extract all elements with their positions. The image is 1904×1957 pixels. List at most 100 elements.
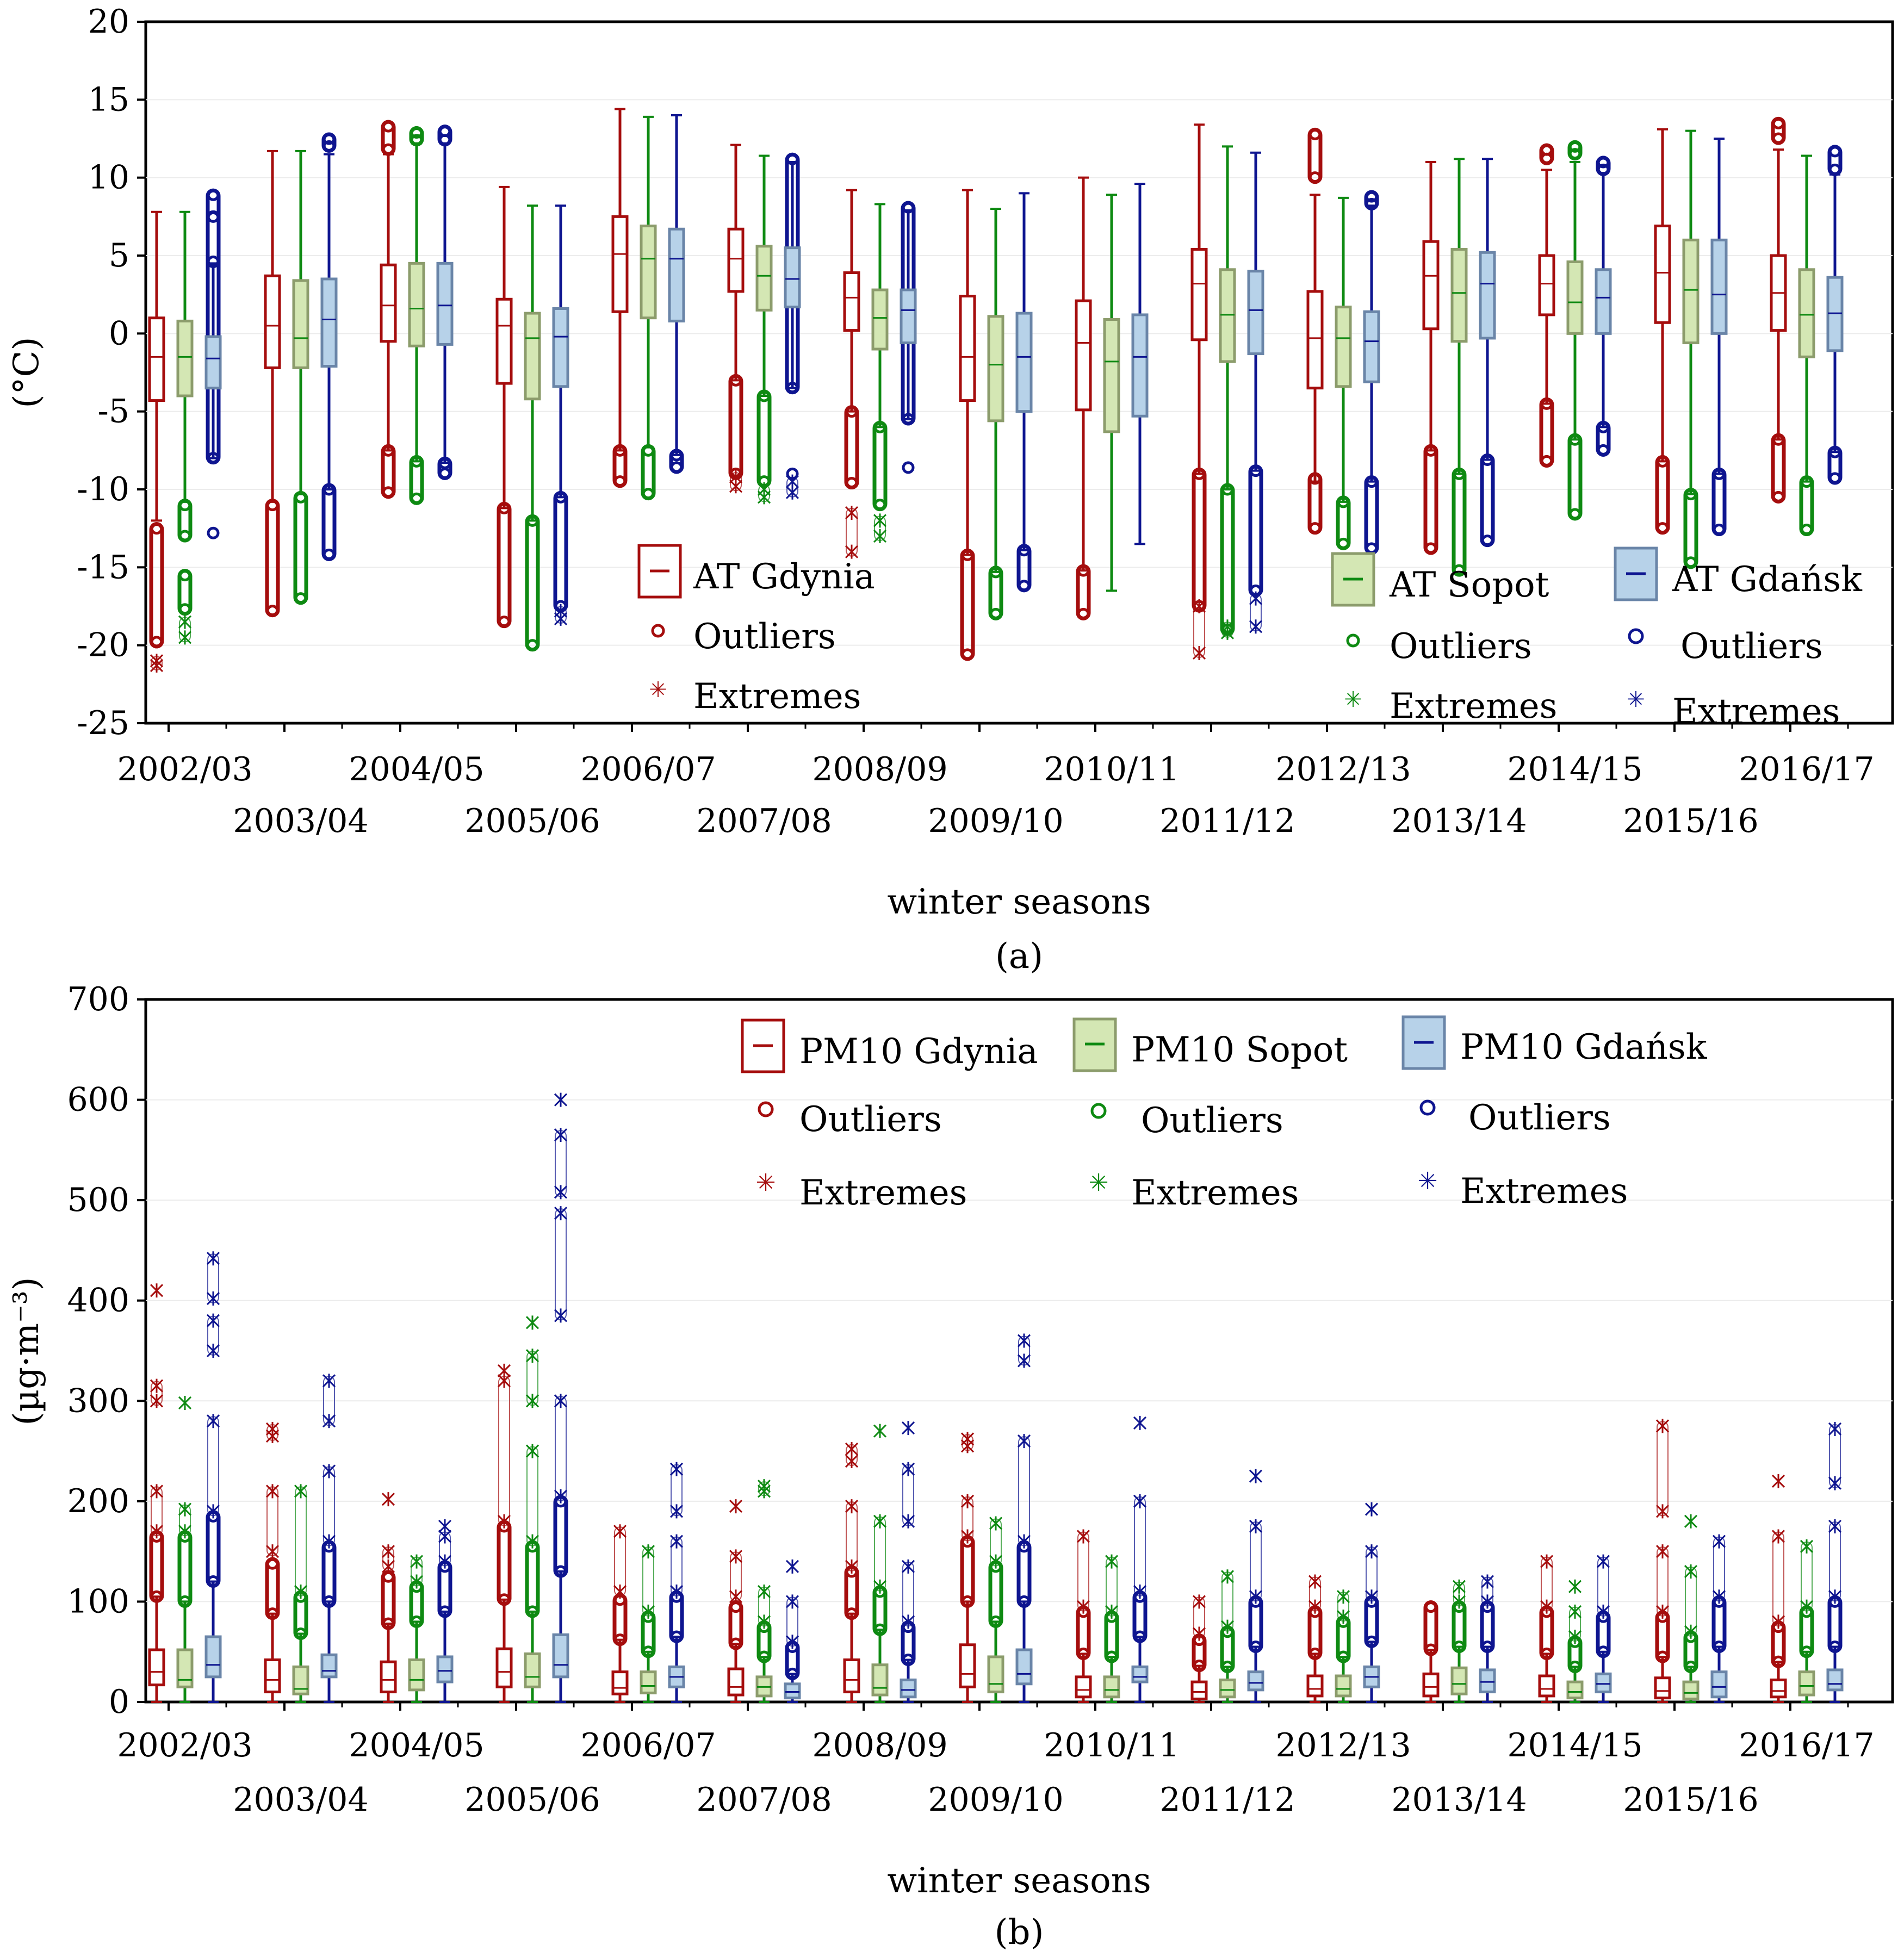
extreme-point [873, 513, 887, 528]
extreme-point [669, 1534, 684, 1549]
outlier-point [1656, 522, 1669, 535]
box-iqr [987, 1655, 1004, 1694]
outlier-point [207, 210, 220, 223]
extreme-point [1771, 1614, 1785, 1629]
y-tick-label: 15 [88, 80, 129, 119]
extreme-point [1800, 1539, 1814, 1554]
box-pm10-gdynia-2013-14 [1422, 1600, 1440, 1703]
y-axis-label-a: (°C) [7, 337, 47, 408]
extreme-point [265, 1544, 280, 1559]
extreme-point [322, 1414, 336, 1428]
extreme-point [1017, 1333, 1031, 1348]
box-at-sopot-2010-11 [1103, 194, 1120, 592]
legend-extreme-icon-pm10-gdynia: ✳ [756, 1169, 776, 1197]
box-iqr [436, 1655, 454, 1683]
legend-label-pm10-sopot: PM10 Sopot [1131, 1030, 1348, 1070]
extreme-point [410, 1574, 424, 1589]
extreme-point [1828, 1589, 1842, 1604]
box-iqr [524, 1652, 541, 1688]
x-tick-label: 2015/16 [1623, 1781, 1758, 1819]
outlier-point [989, 607, 1002, 620]
outlier-point [266, 1557, 279, 1570]
boxplots-a [148, 108, 1844, 673]
box-iqr [1770, 1678, 1787, 1699]
extreme-point [669, 1504, 684, 1519]
box-iqr [176, 1648, 194, 1688]
box-iqr [727, 227, 745, 293]
outlier-point [438, 467, 451, 480]
box-at-gda-sk-2008-09 [900, 201, 917, 474]
box-at-sopot-2002-03 [176, 210, 194, 645]
box-iqr [292, 279, 309, 369]
box-iqr [1335, 306, 1352, 388]
outlier-band [1423, 444, 1438, 555]
outlier-band [872, 420, 888, 512]
x-axis-label-a: winter seasons [887, 882, 1151, 922]
legend-label-pm10-gdansk: PM10 Gdańsk [1460, 1027, 1708, 1067]
box-pm10-gdynia-2007-08 [727, 1499, 745, 1703]
extreme-point [641, 1544, 655, 1559]
box-at-gda-sk-2004-05 [436, 125, 454, 480]
extreme-point [1105, 1554, 1119, 1569]
extreme-point [525, 1315, 539, 1330]
box-pm10-sopot-2009-10 [987, 1516, 1004, 1703]
box-pm10-gda-sk-2010-11 [1131, 1415, 1149, 1703]
outlier-point [1828, 472, 1841, 485]
extreme-point [1249, 1519, 1263, 1533]
y-ticks-a: 20 15 10 5 0 -5 -10 -15 -20 -25 [77, 3, 146, 742]
box-at-sopot-2011-12 [1219, 145, 1236, 640]
extreme-point [960, 1529, 975, 1544]
extreme-point [1540, 1599, 1554, 1614]
extreme-point [1655, 1419, 1670, 1433]
plot-frame-a [144, 20, 1894, 725]
box-pm10-gdynia-2006-07 [611, 1524, 629, 1703]
box-iqr [900, 1678, 917, 1699]
x-tick-label: 2009/10 [928, 1781, 1063, 1819]
outlier-point [1540, 143, 1553, 156]
box-iqr [784, 1682, 801, 1700]
box-at-gdynia-2015-16 [1654, 128, 1671, 535]
extreme-point [206, 1414, 220, 1428]
x-tick-label: 2007/08 [696, 802, 832, 840]
extreme-point [729, 479, 743, 494]
box-iqr [408, 1658, 425, 1692]
extreme-band [1018, 1436, 1030, 1546]
outlier-band [1480, 453, 1495, 548]
box-iqr [959, 295, 976, 402]
extreme-point [1828, 1519, 1842, 1533]
outlier-point [322, 140, 336, 153]
extreme-point [873, 1579, 887, 1594]
box-at-sopot-2014-15 [1566, 140, 1584, 521]
x-tick-label: 2004/05 [349, 750, 484, 788]
extreme-point [785, 1559, 799, 1574]
box-iqr [987, 315, 1004, 423]
box-at-sopot-2005-06 [524, 204, 541, 652]
legend-item-pm10-sopot: PM10 Sopot Outliers ✳ Extremes [1072, 1017, 1348, 1213]
extreme-point [1308, 1599, 1322, 1614]
box-pm10-sopot-2014-15 [1566, 1579, 1584, 1703]
outlier-band [960, 548, 975, 661]
legend-item-at-sopot: AT Sopot Outliers ✳ Extremes [1331, 552, 1557, 726]
extreme-point [669, 1462, 684, 1476]
extreme-point [525, 1444, 539, 1458]
box-at-gdynia-2004-05 [380, 120, 397, 499]
extreme-point [554, 1394, 568, 1408]
extreme-point [206, 1313, 220, 1328]
outlier-point [382, 486, 395, 499]
x-tick-label: 2010/11 [1044, 750, 1179, 788]
x-tick-label: 2015/16 [1623, 802, 1758, 840]
x-tick-label: 2016/17 [1739, 1726, 1874, 1765]
outlier-point [1772, 490, 1785, 504]
extreme-point [845, 1442, 859, 1456]
extreme-point [1712, 1534, 1726, 1549]
y-tick-label: -25 [77, 704, 129, 742]
extreme-point [150, 1524, 164, 1539]
outlier-band [1248, 464, 1263, 597]
extreme-point [322, 1464, 336, 1478]
box-at-gdynia-2011-12 [1190, 123, 1208, 660]
box-at-gda-sk-2015-16 [1710, 138, 1728, 537]
extreme-point [1249, 591, 1263, 606]
extreme-point [554, 1489, 568, 1504]
panel-label-b: (b) [995, 1912, 1044, 1953]
box-iqr [1190, 248, 1208, 341]
